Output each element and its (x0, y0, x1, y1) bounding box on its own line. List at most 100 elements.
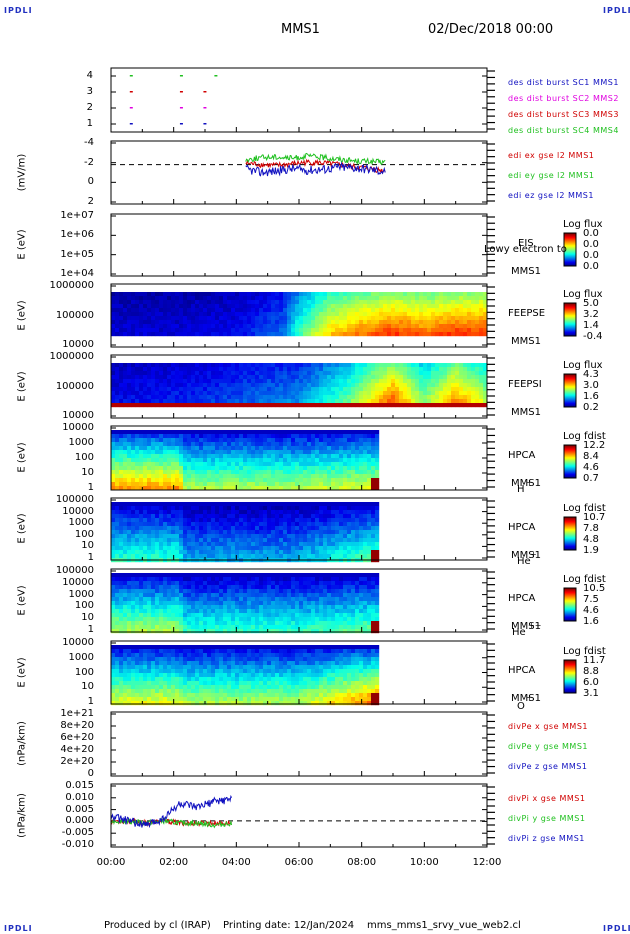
heatmap-cell (411, 379, 416, 384)
heatmap-cell (275, 438, 280, 443)
heatmap-cell (231, 534, 236, 539)
heatmap-cell (183, 625, 188, 630)
heatmap-cell (215, 403, 220, 408)
colorbar-stripe (564, 547, 576, 549)
heatmap-cell (175, 316, 180, 321)
heatmap-cell (367, 542, 372, 547)
heatmap-cell (407, 328, 412, 333)
colorbar-stripe (564, 455, 576, 457)
heatmap-cell (155, 403, 160, 408)
heatmap-cell (475, 363, 480, 368)
heatmap-cell (335, 324, 340, 329)
heatmap-cell (327, 506, 332, 511)
heatmap-cell (183, 601, 188, 606)
heatmap-cell (287, 554, 292, 559)
heatmap-cell (263, 446, 268, 451)
heatmap-cell (131, 546, 136, 551)
heatmap-cell (279, 478, 284, 483)
heatmap-cell (223, 304, 228, 309)
heatmap-cell (471, 324, 476, 329)
heatmap-cell (327, 478, 332, 483)
heatmap-cell (227, 466, 232, 471)
heatmap-cell (227, 502, 232, 507)
heatmap-cell (415, 300, 420, 305)
heatmap-cell (231, 363, 236, 368)
heatmap-cell (111, 546, 116, 551)
heatmap-cell (407, 395, 412, 400)
heatmap-cell (159, 585, 164, 590)
heatmap-cell (243, 399, 248, 404)
heatmap-cell (159, 442, 164, 447)
heatmap-cell (211, 629, 216, 634)
heatmap-cell (235, 367, 240, 372)
heatmap-cell (255, 395, 260, 400)
heatmap-cell (247, 450, 252, 455)
heatmap-cell (279, 434, 284, 439)
heatmap-cell (267, 522, 272, 527)
heatmap-cell (311, 478, 316, 483)
heatmap-cell (207, 462, 212, 467)
heatmap-cell (211, 367, 216, 372)
heatmap-cell (195, 550, 200, 555)
heatmap-cell (275, 450, 280, 455)
heatmap-cell (263, 371, 268, 376)
heatmap-cell (227, 371, 232, 376)
heatmap-cell (283, 438, 288, 443)
heatmap-cell (443, 312, 448, 317)
heatmap-cell (267, 375, 272, 380)
heatmap-cell (139, 546, 144, 551)
heatmap-cell (287, 446, 292, 451)
heatmap-cell (203, 593, 208, 598)
heatmap-cell (283, 518, 288, 523)
heatmap-cell (127, 300, 132, 305)
heatmap-cell (171, 320, 176, 325)
heatmap-cell (339, 316, 344, 321)
heatmap-cell (215, 332, 220, 337)
heatmap-cell (179, 550, 184, 555)
heatmap-cell (231, 605, 236, 610)
heatmap-cell (151, 514, 156, 519)
heatmap-cell (479, 379, 484, 384)
heatmap-cell (203, 296, 208, 301)
heatmap-cell (427, 332, 432, 337)
heatmap-cell (359, 383, 364, 388)
heatmap-cell (159, 371, 164, 376)
heatmap-cell (483, 403, 488, 408)
heatmap-cell (139, 403, 144, 408)
heatmap-cell (135, 450, 140, 455)
heatmap-cell (151, 367, 156, 372)
heatmap-cell (259, 399, 264, 404)
heatmap-cell (191, 458, 196, 463)
heatmap-cell (335, 470, 340, 475)
heatmap-cell (351, 296, 356, 301)
heatmap-cell (171, 292, 176, 297)
colorbar-stripe (564, 523, 576, 525)
heatmap-cell (299, 526, 304, 531)
heatmap-cell (195, 617, 200, 622)
heatmap-cell (203, 458, 208, 463)
heatmap-cell (175, 542, 180, 547)
heatmap-cell (359, 391, 364, 396)
heatmap-cell (303, 320, 308, 325)
heatmap-cell (467, 300, 472, 305)
colorbar-stripe (564, 234, 576, 236)
heatmap-cell (271, 462, 276, 467)
heatmap-cell (359, 534, 364, 539)
heatmap-cell (131, 597, 136, 602)
colorbar-stripe (564, 259, 576, 261)
heatmap-cell (363, 446, 368, 451)
heatmap-cell (231, 609, 236, 614)
heatmap-cell (171, 573, 176, 578)
heatmap-cell (227, 534, 232, 539)
heatmap-cell (279, 514, 284, 519)
heatmap-cell (339, 308, 344, 313)
heatmap-cell (163, 446, 168, 451)
colorbar-stripe (564, 450, 576, 452)
heatmap-cell (219, 434, 224, 439)
heatmap-cell (379, 379, 384, 384)
heatmap-cell (179, 442, 184, 447)
corner-mark-top-right: IPDLI (603, 6, 630, 15)
heatmap-cell (167, 581, 172, 586)
heatmap-cell (183, 597, 188, 602)
heatmap-cell (343, 430, 348, 435)
